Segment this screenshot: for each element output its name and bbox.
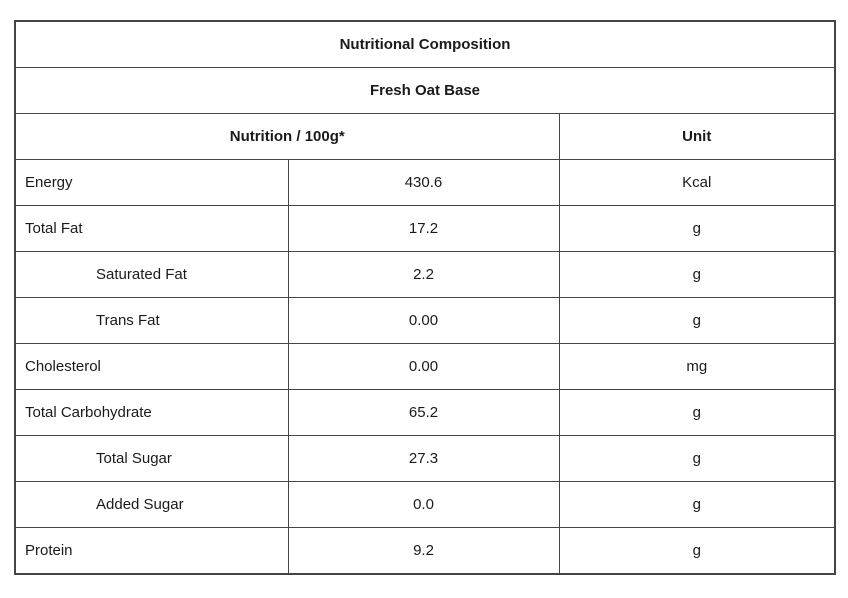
table-row: Total Sugar 27.3 g <box>14 435 836 482</box>
nutrient-value: 17.2 <box>287 205 560 252</box>
table-row: Total Carbohydrate 65.2 g <box>14 389 836 436</box>
nutrient-label: Energy <box>14 159 289 206</box>
nutrient-label: Trans Fat <box>14 297 289 344</box>
nutrient-value: 27.3 <box>287 435 560 482</box>
nutrient-label: Added Sugar <box>14 481 289 528</box>
table-row: Trans Fat 0.00 g <box>14 297 836 344</box>
table-row: Protein 9.2 g <box>14 527 836 575</box>
nutrient-unit: g <box>558 435 836 482</box>
nutrient-value: 0.0 <box>287 481 560 528</box>
table-row: Energy 430.6 Kcal <box>14 159 836 206</box>
nutrient-value: 2.2 <box>287 251 560 298</box>
table-subtitle-row: Fresh Oat Base <box>14 67 836 114</box>
nutrient-unit: mg <box>558 343 836 390</box>
nutrient-value: 430.6 <box>287 159 560 206</box>
nutrient-label: Total Sugar <box>14 435 289 482</box>
table-header-row: Nutrition / 100g* Unit <box>14 113 836 160</box>
nutrient-label: Cholesterol <box>14 343 289 390</box>
nutrient-unit: g <box>558 481 836 528</box>
table-row: Saturated Fat 2.2 g <box>14 251 836 298</box>
nutrient-value: 0.00 <box>287 297 560 344</box>
nutrient-unit: g <box>558 389 836 436</box>
nutrient-value: 0.00 <box>287 343 560 390</box>
nutrient-label: Protein <box>14 527 289 575</box>
nutrient-label: Total Fat <box>14 205 289 252</box>
nutrient-unit: g <box>558 297 836 344</box>
nutrient-value: 65.2 <box>287 389 560 436</box>
nutrient-label: Total Carbohydrate <box>14 389 289 436</box>
unit-header: Unit <box>558 113 836 160</box>
table-subtitle: Fresh Oat Base <box>14 67 836 114</box>
nutrient-value: 9.2 <box>287 527 560 575</box>
nutrition-table: Nutritional Composition Fresh Oat Base N… <box>14 20 836 575</box>
nutrient-unit: Kcal <box>558 159 836 206</box>
table-title: Nutritional Composition <box>14 20 836 68</box>
table-title-row: Nutritional Composition <box>14 20 836 68</box>
table-row: Added Sugar 0.0 g <box>14 481 836 528</box>
nutrient-unit: g <box>558 205 836 252</box>
nutrient-unit: g <box>558 527 836 575</box>
nutrient-label: Saturated Fat <box>14 251 289 298</box>
table-row: Cholesterol 0.00 mg <box>14 343 836 390</box>
nutrition-per-100g-header: Nutrition / 100g* <box>14 113 560 160</box>
table-row: Total Fat 17.2 g <box>14 205 836 252</box>
nutrition-rows: Energy 430.6 Kcal Total Fat 17.2 g Satur… <box>14 159 836 575</box>
nutrient-unit: g <box>558 251 836 298</box>
